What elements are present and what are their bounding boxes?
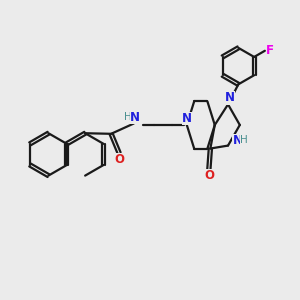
Text: O: O [204, 169, 214, 182]
Text: N: N [232, 134, 242, 147]
Text: H: H [124, 112, 132, 122]
Text: H: H [240, 135, 248, 145]
Text: O: O [115, 153, 125, 166]
Text: N: N [224, 92, 235, 104]
Text: N: N [182, 112, 192, 125]
Text: N: N [130, 110, 140, 124]
Text: F: F [266, 44, 274, 57]
